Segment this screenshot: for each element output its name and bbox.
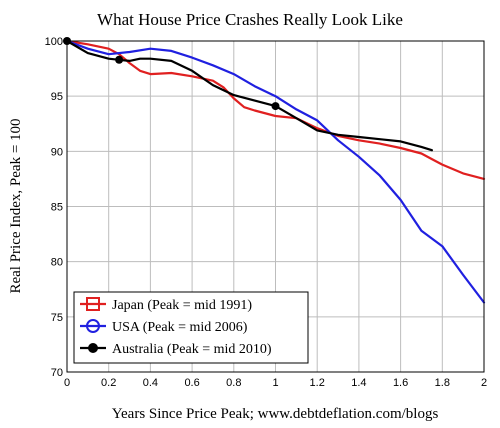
legend-marker-square xyxy=(86,297,100,311)
x-tick-label: 1.8 xyxy=(435,377,450,389)
y-tick-label: 70 xyxy=(51,367,63,379)
x-axis-label: Years Since Price Peak; www.debtdeflatio… xyxy=(112,406,439,422)
series-point-3 xyxy=(271,102,280,111)
y-tick-label: 95 xyxy=(51,91,63,103)
legend: Japan (Peak = mid 1991) USA (Peak = mid 2… xyxy=(73,291,309,364)
x-tick-label: 1.6 xyxy=(393,377,408,389)
x-tick-label: 0 xyxy=(64,377,70,389)
x-tick-label: 1.4 xyxy=(351,377,366,389)
x-tick-label: 2 xyxy=(481,377,487,389)
legend-marker-filled-circle xyxy=(88,343,98,353)
x-tick-label: 1.2 xyxy=(310,377,325,389)
chart-title: What House Price Crashes Really Look Lik… xyxy=(97,10,403,29)
y-tick-label: 85 xyxy=(51,202,63,214)
x-tick-label: 0.6 xyxy=(184,377,199,389)
series-line-2 xyxy=(65,39,486,304)
legend-label: Japan (Peak = mid 1991) xyxy=(112,298,252,313)
y-axis-label: Real Price Index, Peak = 100 xyxy=(8,118,24,293)
series-lines xyxy=(63,37,486,304)
x-tick-label: 1 xyxy=(272,377,278,389)
plot-frame xyxy=(66,40,485,373)
y-tick-label: 80 xyxy=(51,257,63,269)
y-tick-label: 75 xyxy=(51,312,63,324)
y-tick-label: 90 xyxy=(51,146,63,158)
x-tick-label: 0.2 xyxy=(101,377,116,389)
legend-label: USA (Peak = mid 2006) xyxy=(112,320,248,335)
legend-label: Australia (Peak = mid 2010) xyxy=(112,342,272,357)
axes: 0 0.2 0.4 0.6 0.8 1 1.2 1.4 1.6 1.8 2 70 75 80 85 90 95 1… xyxy=(45,36,487,389)
x-tick-label: 0.8 xyxy=(226,377,241,389)
series-line-1 xyxy=(65,39,486,180)
series-point-3 xyxy=(115,55,124,64)
x-tick-label: 0.4 xyxy=(143,377,158,389)
legend-box xyxy=(73,291,309,364)
y-tick-label: 100 xyxy=(45,36,63,48)
legend-marker-circle xyxy=(86,319,100,333)
